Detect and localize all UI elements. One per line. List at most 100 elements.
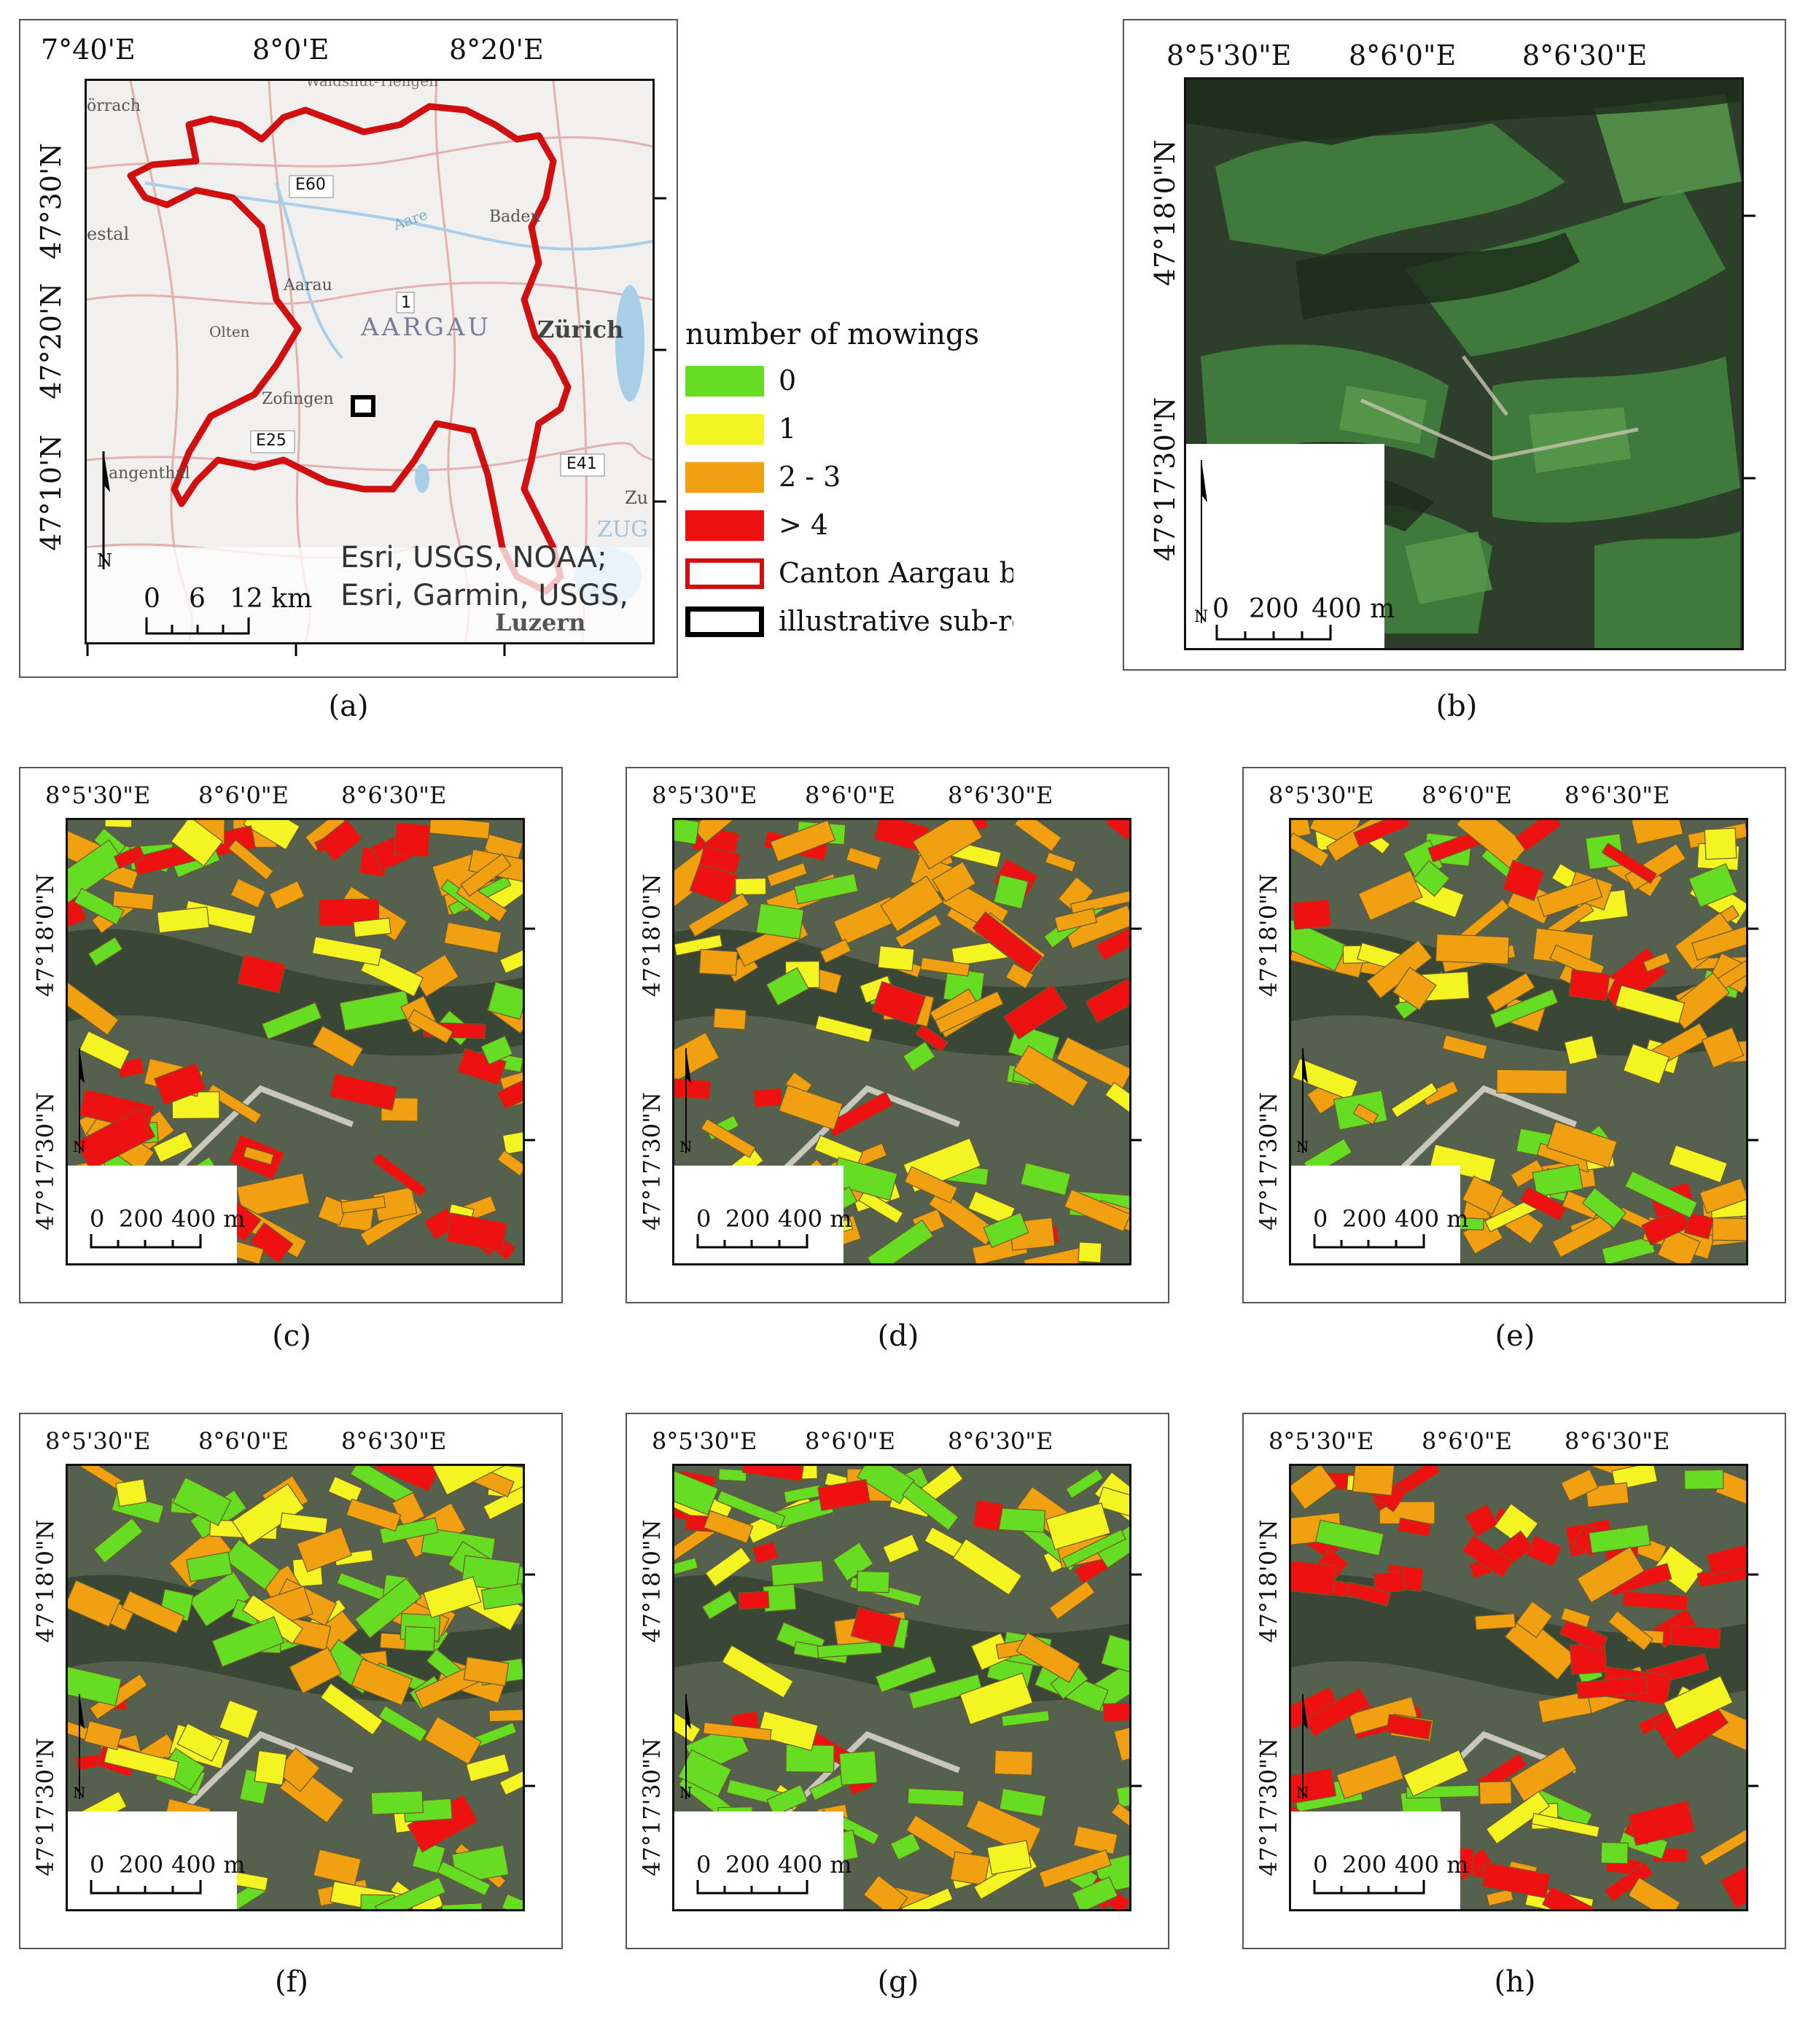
parcel — [1631, 820, 1684, 845]
parcel — [1390, 1082, 1438, 1118]
parcel — [932, 861, 977, 902]
parcel — [424, 1716, 482, 1765]
parcel — [113, 845, 146, 870]
parcel — [1652, 1545, 1704, 1594]
parcel — [814, 1015, 873, 1043]
parcel — [819, 938, 852, 964]
parcel — [1352, 1466, 1395, 1497]
parcel — [1615, 984, 1686, 1024]
parcel — [1291, 832, 1330, 868]
parcel — [1048, 1580, 1096, 1620]
parcel — [488, 1709, 523, 1723]
parcel — [721, 1645, 794, 1698]
parcel — [959, 1672, 1034, 1725]
parcel — [378, 1705, 428, 1743]
parcel — [104, 820, 133, 828]
place-label-liestal: estal — [87, 224, 130, 244]
parcel — [1065, 1468, 1104, 1499]
parcel — [862, 1874, 908, 1909]
parcel — [353, 917, 391, 938]
parcel — [1560, 1468, 1599, 1502]
parcel — [1095, 926, 1129, 961]
mowing-map: 0 200 400 m — [66, 1464, 525, 1911]
lon-tick-label: 8°0'E — [252, 34, 330, 66]
parcel — [1712, 1217, 1746, 1241]
parcel — [379, 1517, 439, 1545]
parcel — [1706, 1541, 1746, 1576]
parcel — [83, 1720, 123, 1751]
parcel — [346, 1498, 402, 1532]
lon-tick-label: 8°6'30"E — [948, 781, 1053, 809]
legend-swatch-0 — [685, 366, 764, 397]
panel-c: 8°5'30"E 8°6'0"E 8°6'30"E 47°18'0"N 47°17'30… — [19, 767, 563, 1303]
scale-label: 0 — [1313, 1851, 1328, 1879]
parcel — [866, 1219, 935, 1263]
north-arrow-icon: N — [1296, 1048, 1309, 1155]
scale-bar — [1215, 625, 1332, 641]
svg-text:N: N — [73, 1138, 86, 1155]
parcel — [1628, 1800, 1696, 1846]
parcel — [1481, 1862, 1551, 1899]
parcel — [1669, 1624, 1721, 1649]
parcel — [1291, 1058, 1359, 1101]
parcel — [68, 978, 120, 1036]
parcel — [1624, 1170, 1699, 1219]
scale-label: 200 — [1342, 1851, 1387, 1879]
parcel — [1538, 1690, 1592, 1723]
overview-map: E60 1 E25 E41 Waldshut-Tiengen örrach es… — [85, 79, 655, 644]
parcel — [880, 875, 944, 932]
parcel — [374, 1876, 446, 1909]
parcel — [994, 1750, 1034, 1776]
parcel — [1064, 905, 1129, 949]
parcel — [340, 1195, 386, 1214]
parcel — [499, 1768, 523, 1796]
parcel — [1105, 820, 1129, 841]
parcel — [1345, 1581, 1392, 1607]
parcel — [1564, 1035, 1599, 1066]
parcel — [1403, 1749, 1469, 1797]
parcel — [1688, 863, 1738, 908]
panel-g: 8°5'30"E 8°6'0"E 8°6'30"E 47°18'0"N 47°17'30… — [626, 1413, 1169, 1949]
lon-tick-label: 8°6'30"E — [341, 781, 447, 809]
parcel — [752, 1087, 784, 1108]
parcel — [1001, 1709, 1051, 1728]
panel-e: 8°5'30"E 8°6'0"E 8°6'30"E 47°18'0"N 47°17'30… — [1242, 767, 1786, 1303]
parcel — [949, 1851, 990, 1886]
parcel — [674, 934, 723, 956]
parcel — [1486, 1888, 1514, 1907]
parcel — [1464, 1503, 1499, 1537]
parcel — [1576, 1546, 1645, 1604]
parcel — [329, 1072, 398, 1111]
legend-swatch-1 — [685, 414, 764, 445]
parcel — [983, 1212, 1029, 1249]
parcel — [152, 1131, 194, 1163]
aerial-image: N 0 200 400 m — [1184, 77, 1744, 650]
parcel — [235, 1172, 310, 1218]
parcel — [1441, 1034, 1488, 1061]
parcel — [1435, 933, 1510, 965]
parcel — [793, 873, 859, 905]
north-arrow-icon: N — [679, 1048, 693, 1155]
parcel — [687, 892, 750, 937]
parcel — [674, 1031, 720, 1089]
parcel — [778, 1084, 843, 1131]
scale-bar — [90, 1880, 202, 1895]
parcel — [227, 839, 274, 881]
scale-label: 200 — [725, 1205, 771, 1233]
scale-bar — [1313, 1880, 1425, 1895]
parcel — [172, 1476, 232, 1526]
parcel — [814, 1134, 863, 1169]
scale-label: 400 m — [1395, 1851, 1469, 1879]
parcel — [121, 1590, 185, 1634]
parcel — [1509, 1746, 1578, 1802]
parcel — [1291, 1559, 1337, 1596]
parcel — [170, 820, 224, 867]
scale-label: 12 km — [230, 584, 313, 614]
parcel — [1314, 1519, 1384, 1556]
scale-label: 400 m — [1312, 594, 1395, 624]
parcel — [1537, 876, 1603, 918]
parcel — [279, 1512, 328, 1534]
place-label-zug: ZUG — [597, 517, 649, 542]
legend: number of mowings 0 1 2 - 3 > 4 Canton A… — [685, 318, 1064, 646]
scale-label: 0 — [90, 1205, 105, 1233]
